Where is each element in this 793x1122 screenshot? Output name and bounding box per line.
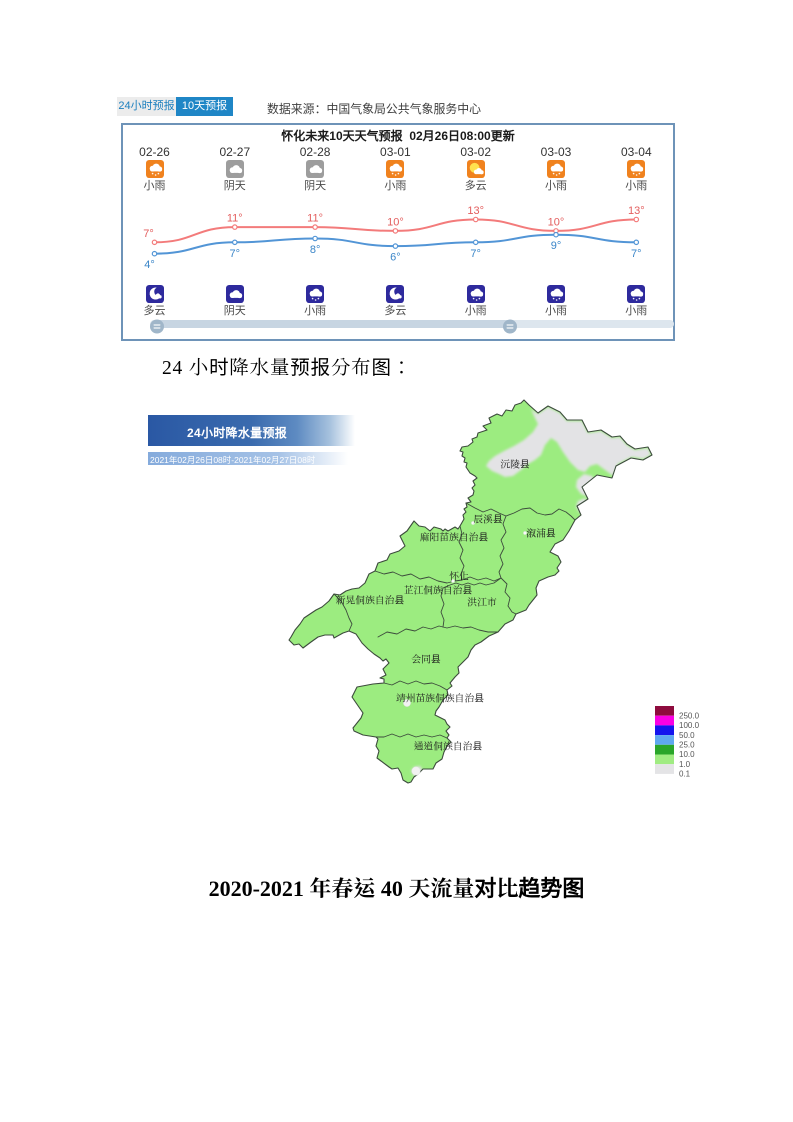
svg-text:10°: 10°: [387, 216, 404, 228]
svg-text:怀化: 怀化: [449, 571, 469, 583]
svg-text:8°: 8°: [310, 244, 321, 256]
svg-text:7°: 7°: [470, 248, 481, 260]
svg-text:11°: 11°: [227, 213, 243, 225]
svg-text:50.0: 50.0: [679, 731, 695, 740]
svg-text:100.0: 100.0: [679, 721, 700, 730]
svg-text:0.1: 0.1: [679, 770, 691, 779]
svg-text:通道侗族自治县: 通道侗族自治县: [414, 741, 483, 753]
svg-text:麻阳苗族自治县: 麻阳苗族自治县: [420, 532, 489, 544]
svg-text:25.0: 25.0: [679, 741, 695, 750]
svg-text:11°: 11°: [307, 213, 323, 225]
svg-text:10.0: 10.0: [679, 750, 695, 759]
svg-text:芷江侗族自治县: 芷江侗族自治县: [404, 585, 473, 597]
svg-text:辰溪县: 辰溪县: [473, 514, 503, 526]
svg-text:9°: 9°: [551, 240, 562, 252]
svg-text:250.0: 250.0: [679, 711, 700, 720]
svg-text:会同县: 会同县: [411, 654, 441, 666]
svg-text:13°: 13°: [467, 205, 484, 217]
svg-text:6°: 6°: [390, 252, 401, 264]
svg-text:新晃侗族自治县: 新晃侗族自治县: [336, 595, 405, 607]
svg-text:洪江市: 洪江市: [467, 597, 497, 609]
svg-text:13°: 13°: [628, 205, 645, 217]
svg-text:溆浦县: 溆浦县: [526, 528, 556, 540]
svg-text:7°: 7°: [631, 248, 642, 260]
svg-text:7°: 7°: [143, 228, 154, 240]
svg-text:沅陵县: 沅陵县: [500, 459, 530, 471]
svg-text:靖州苗族侗族自治县: 靖州苗族侗族自治县: [396, 693, 484, 705]
svg-text:1.0: 1.0: [679, 760, 691, 769]
svg-text:4°: 4°: [144, 259, 155, 271]
svg-text:10°: 10°: [548, 216, 565, 228]
svg-text:7°: 7°: [230, 248, 241, 260]
